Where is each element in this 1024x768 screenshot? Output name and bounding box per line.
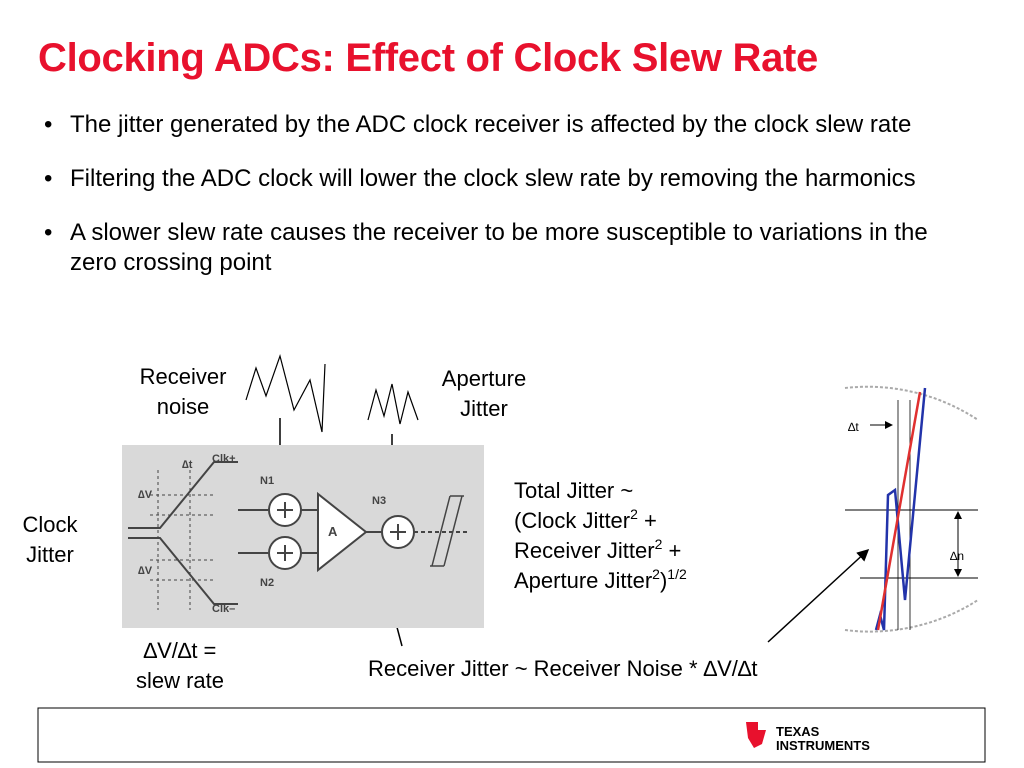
title: Clocking ADCs: Effect of Clock Slew Rate bbox=[38, 36, 818, 80]
aperture-jitter-label: Aperture Jitter bbox=[441, 366, 527, 421]
formula-text: (Clock Jitter bbox=[514, 508, 631, 533]
formula-text: Total Jitter ~ bbox=[514, 478, 634, 503]
delta-v: ∆V bbox=[138, 565, 153, 577]
formula-line: Total Jitter ~ bbox=[514, 476, 687, 506]
total-jitter-formula: Total Jitter ~ (Clock Jitter2 + Receiver J… bbox=[514, 476, 687, 596]
receiver-noise-label: Receiver noise bbox=[139, 364, 227, 419]
n2: N2 bbox=[260, 577, 274, 589]
formula-line: (Clock Jitter2 + bbox=[514, 506, 687, 536]
formula-line: Aperture Jitter2)1/2 bbox=[514, 566, 687, 596]
bullet: The jitter generated by the ADC clock re… bbox=[42, 110, 962, 140]
logo-line1: Texas bbox=[776, 724, 820, 739]
formula-text: Receiver Jitter bbox=[514, 538, 655, 563]
amp: A bbox=[328, 524, 338, 539]
formula-line: Receiver Jitter2 + bbox=[514, 536, 687, 566]
superscript: 2 bbox=[652, 566, 660, 582]
formula-text: + bbox=[662, 538, 682, 563]
receiver-jitter-formula: Receiver Jitter ~ Receiver Noise * ∆V/∆t bbox=[368, 656, 758, 681]
formula-text: Aperture Jitter bbox=[514, 568, 653, 593]
clk-minus: Clk– bbox=[212, 603, 235, 615]
slew-rate-label: ∆V/∆t = slew rate bbox=[135, 638, 225, 693]
clk-plus: Clk+ bbox=[212, 453, 236, 465]
n3: N3 bbox=[372, 495, 386, 507]
superscript: 2 bbox=[654, 536, 663, 552]
logo-line2: Instruments bbox=[776, 738, 870, 753]
scope-dt: ∆t bbox=[848, 420, 859, 434]
bullet: Filtering the ADC clock will lower the c… bbox=[42, 164, 962, 194]
bullet: A slower slew rate causes the receiver t… bbox=[42, 218, 962, 278]
formula-text: + bbox=[637, 508, 657, 533]
delta-v: ∆V bbox=[138, 489, 153, 501]
bullet-list: The jitter generated by the ADC clock re… bbox=[42, 110, 962, 302]
clock-jitter-label: Clock Jitter bbox=[22, 512, 78, 567]
superscript: 2 bbox=[630, 506, 638, 522]
delta-t: ∆t bbox=[182, 459, 193, 471]
formula-text: ) bbox=[659, 568, 668, 593]
n1: N1 bbox=[260, 475, 274, 487]
scope-dn: ∆n bbox=[950, 549, 964, 563]
superscript: 1/2 bbox=[667, 566, 687, 582]
